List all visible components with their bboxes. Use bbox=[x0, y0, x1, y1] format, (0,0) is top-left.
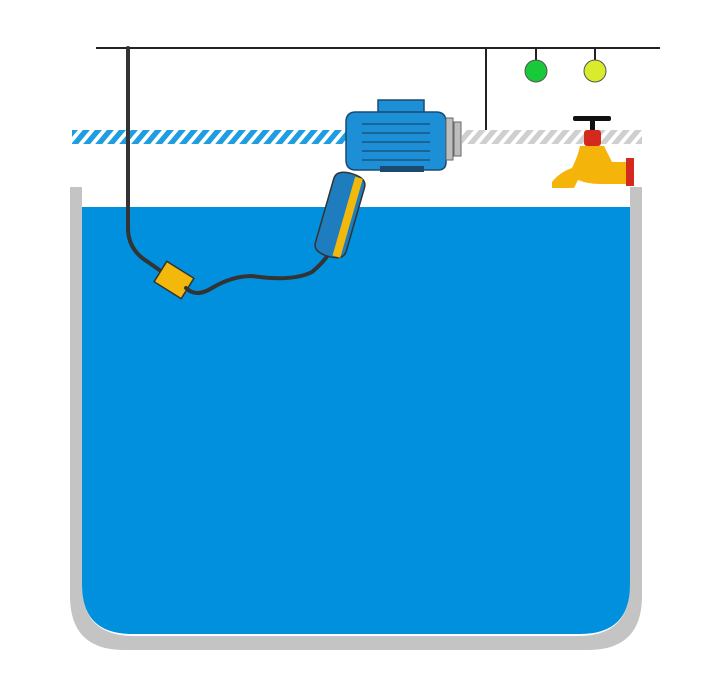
green-indicator-lamp bbox=[524, 59, 548, 83]
faucet-body bbox=[552, 146, 626, 188]
float-switch bbox=[314, 171, 366, 259]
faucet-flange bbox=[626, 158, 634, 186]
float-stripe bbox=[332, 176, 363, 258]
motor-power-wire bbox=[462, 48, 487, 135]
motor-top-box bbox=[377, 99, 425, 114]
faucet-stem bbox=[590, 118, 595, 132]
faucet bbox=[552, 116, 634, 188]
motor-body bbox=[345, 111, 447, 171]
pipe-inactive bbox=[462, 130, 642, 144]
pump-motor bbox=[345, 99, 462, 172]
water bbox=[82, 207, 630, 634]
motor-coupling-2 bbox=[453, 121, 462, 157]
float-cable-upper bbox=[126, 46, 170, 278]
motor-coupling-1 bbox=[445, 117, 454, 161]
pipe-active bbox=[72, 130, 358, 144]
faucet-valve bbox=[584, 130, 601, 146]
motor-foot bbox=[380, 166, 424, 172]
float-cable-lower bbox=[184, 250, 332, 295]
yellow-indicator-lamp bbox=[583, 59, 607, 83]
